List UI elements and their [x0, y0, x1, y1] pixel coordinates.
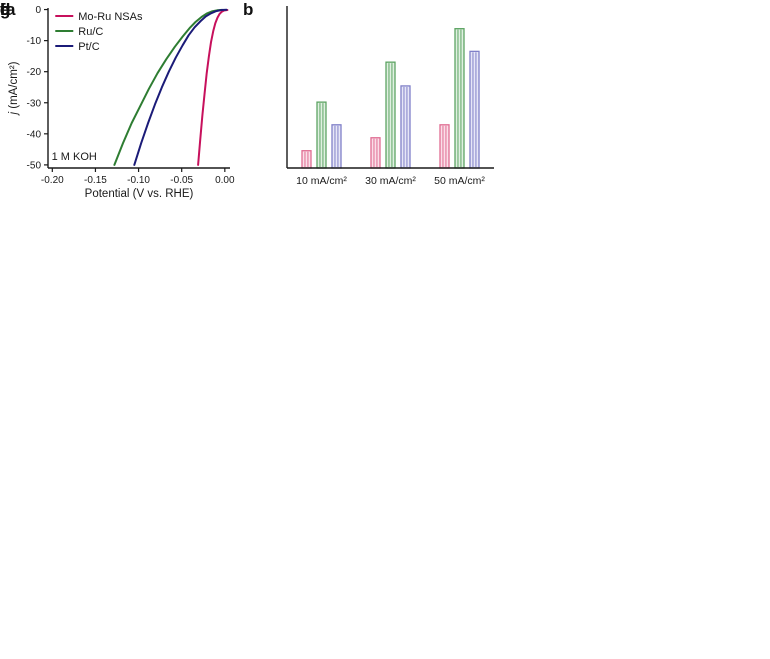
panel-letter-f: f	[0, 0, 6, 19]
panel-letter-a: a	[6, 0, 16, 19]
svg-text:-0.20: -0.20	[41, 175, 64, 186]
svg-text:30 mA/cm²: 30 mA/cm²	[365, 175, 416, 187]
svg-text:Pt/C: Pt/C	[78, 41, 99, 53]
panel-letter-b: b	[243, 0, 254, 19]
svg-text:-20: -20	[27, 67, 42, 78]
svg-text:Potential (V vs. RHE): Potential (V vs. RHE)	[85, 188, 194, 200]
panel-letter-g: g	[0, 0, 11, 19]
svg-text:50 mA/cm²: 50 mA/cm²	[434, 175, 485, 187]
panel-letter-d: d	[0, 0, 11, 19]
svg-text:Mo-Ru NSAs: Mo-Ru NSAs	[78, 11, 143, 23]
svg-text:-10: -10	[27, 36, 42, 47]
panel-h-chart	[0, 0, 300, 150]
svg-text:-0.10: -0.10	[127, 175, 150, 186]
svg-text:-0.15: -0.15	[84, 175, 107, 186]
svg-text:0.00: 0.00	[215, 175, 235, 186]
panel-b-chart: 10 mA/cm² 30 mA/cm² 50 mA/cm²	[286, 6, 494, 187]
svg-text:1 M KOH: 1 M KOH	[52, 151, 97, 163]
panel-a-lsv-curves: a -0.20 -0.15 -0.10 -0.05 0.00 0 -10 -20 -30 -40-…	[6, 0, 240, 202]
svg-text:-40: -40	[27, 129, 42, 140]
svg-text:Ru/C: Ru/C	[78, 26, 103, 38]
svg-text:0: 0	[35, 5, 41, 16]
svg-text:-30: -30	[27, 98, 42, 109]
svg-text:j (mA/cm²): j (mA/cm²)	[8, 61, 20, 116]
svg-text:-0.05: -0.05	[170, 175, 193, 186]
panel-letter-c: c	[0, 0, 10, 19]
panel-b-overpotential-bars: b 10 mA/cm² 30 mA/cm² 50 mA/cm²	[243, 0, 502, 202]
panel-letter-h: h	[0, 0, 11, 19]
svg-text:-50: -50	[27, 160, 42, 171]
panel-a-chart: -0.20 -0.15 -0.10 -0.05 0.00 0 -10 -20 -30 -40 -50…	[8, 5, 235, 200]
panel-letter-e: e	[0, 0, 10, 19]
svg-text:10 mA/cm²: 10 mA/cm²	[296, 175, 347, 187]
